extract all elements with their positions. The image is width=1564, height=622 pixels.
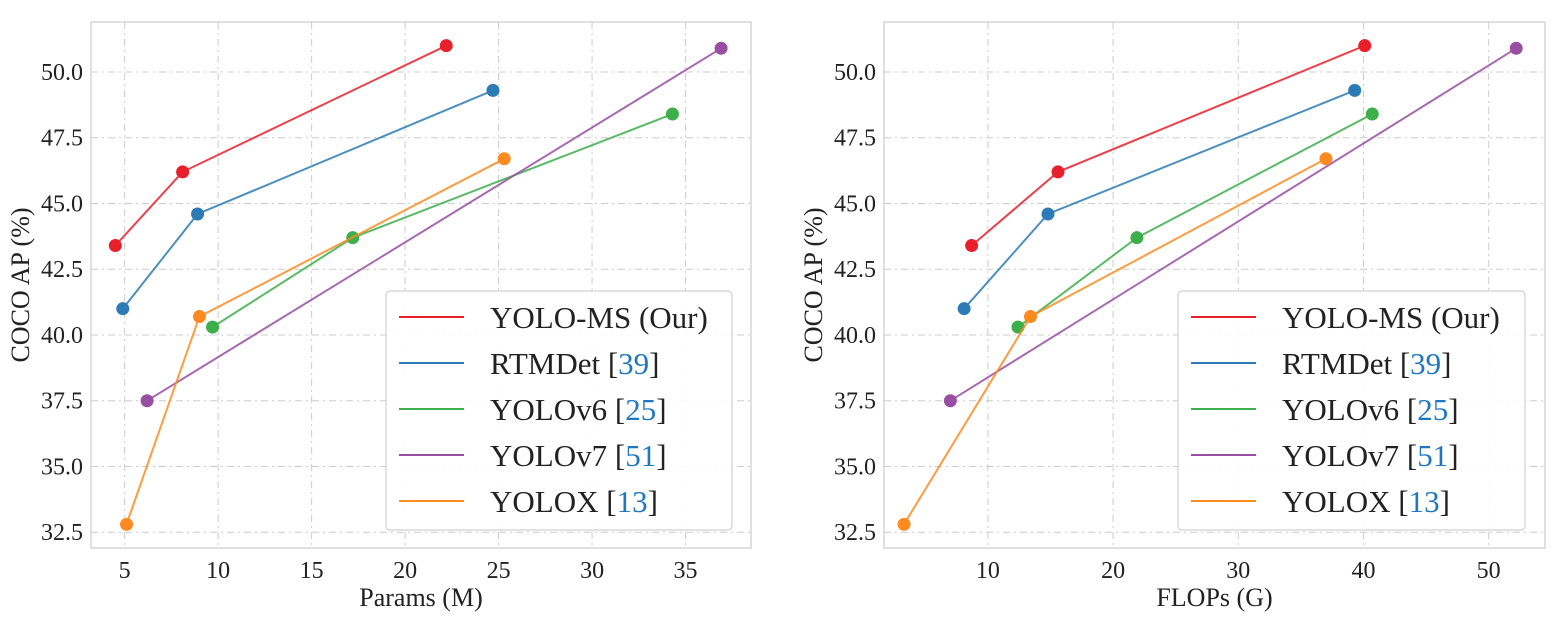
legend-label: YOLOX [13] [1282,484,1450,519]
params-chart: 5 10 15 20 25 30 35 32.5 35.0 37.5 40.0 42.5 45.0 47.… [6,21,752,612]
flops-chart: 10 20 30 40 50 32.5 35.0 37.5 40.0 42.5 45.0 47.5 50… [799,21,1546,612]
data-point [116,302,130,316]
series-line [146,47,722,402]
data-point [1358,39,1372,53]
data-point [192,310,206,324]
x-tick-label: 50 [1477,558,1501,584]
data-point [439,39,453,53]
x-tick-label: 35 [674,558,698,584]
y-axis-label: COCO AP (%) [799,207,828,362]
legend-label: YOLOv6 [25] [490,392,667,427]
legend: YOLO-MS (Our) RTMDet [39] YOLOv6 [25] YOLOv… [1177,290,1526,531]
x-tick-label: 5 [119,558,131,584]
legend-label: YOLO-MS (Our) [1282,300,1500,335]
legend-citation: 13 [617,484,648,519]
legend-label: YOLO-MS (Our) [490,300,708,335]
x-axis-label: Params (M) [359,583,482,612]
x-tick-label: 30 [1226,558,1250,584]
data-point [1319,152,1333,166]
y-tick-label: 50.0 [834,60,876,86]
legend-label: YOLOv7 [51] [1282,438,1459,473]
data-point [957,302,971,316]
y-tick-label: 35.0 [834,454,876,480]
legend-box [385,290,733,531]
data-point [965,239,979,253]
legend-label: YOLOX [13] [490,484,658,519]
data-point [206,320,220,334]
x-tick-label: 10 [976,558,1000,584]
data-point [497,152,511,166]
legend-label: YOLOv6 [25] [1282,392,1459,427]
legend-citation: 39 [1410,346,1441,381]
y-tick-label: 37.5 [834,389,876,415]
data-point [943,394,957,408]
data-point [120,517,134,531]
y-tick-label: 47.5 [41,126,83,152]
y-axis-label: COCO AP (%) [6,207,35,362]
y-tick-label: 50.0 [41,60,83,86]
x-tick-label: 20 [393,558,417,584]
legend-box [1177,290,1526,531]
legend-label: RTMDet [39] [490,346,659,381]
data-point [1041,207,1055,221]
y-tick-label: 47.5 [834,126,876,152]
data-point [1023,310,1037,324]
y-tick-label: 37.5 [41,389,83,415]
data-point [1051,165,1065,179]
x-tick-label: 20 [1101,558,1125,584]
plot-frame [883,21,1546,549]
plot-frame [90,21,752,549]
data-point [140,394,154,408]
data-point [1130,231,1144,245]
y-tick-label: 40.0 [41,323,83,349]
y-tick-label: 45.0 [41,191,83,217]
data-point [486,83,500,97]
legend-citation: 13 [1409,484,1440,519]
x-tick-label: 15 [300,558,324,584]
x-axis-label: FLOPs (G) [1156,583,1272,612]
legend-label: RTMDet [39] [1282,346,1451,381]
legend: YOLO-MS (Our) RTMDet [39] YOLOv6 [25] YOLOv… [385,290,733,531]
y-tick-label: 32.5 [834,520,876,546]
x-tick-label: 25 [487,558,511,584]
y-tick-label: 40.0 [834,323,876,349]
data-point [1509,41,1523,55]
y-tick-label: 42.5 [41,257,83,283]
legend-citation: 25 [1417,392,1448,427]
data-point [1365,107,1379,121]
x-tick-label: 30 [580,558,604,584]
legend-citation: 51 [625,438,656,473]
data-point [665,107,679,121]
legend-citation: 25 [625,392,656,427]
legend-citation: 51 [1417,438,1448,473]
data-point [1348,83,1362,97]
x-tick-label: 10 [206,558,230,584]
data-point [191,207,205,221]
legend-citation: 39 [618,346,649,381]
y-tick-label: 45.0 [834,191,876,217]
data-point [714,41,728,55]
y-tick-label: 42.5 [834,257,876,283]
series-line [949,47,1517,402]
data-point [897,517,911,531]
x-tick-label: 40 [1351,558,1375,584]
legend-label: YOLOv7 [51] [490,438,667,473]
y-tick-label: 35.0 [41,454,83,480]
data-point [176,165,190,179]
data-point [108,239,122,253]
y-tick-label: 32.5 [41,520,83,546]
